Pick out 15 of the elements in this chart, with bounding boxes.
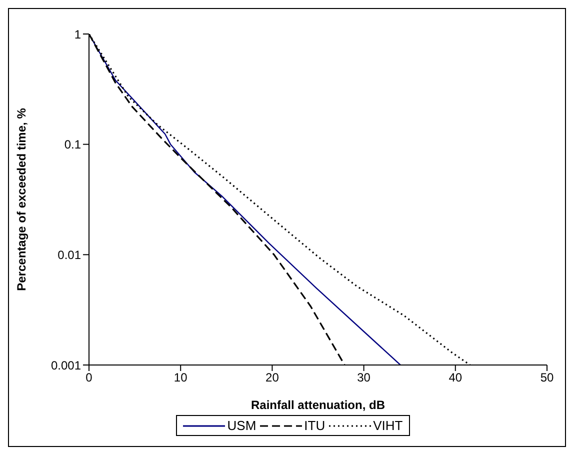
x-tick-label: 20 <box>266 370 280 385</box>
y-tick-label: 0.001 <box>50 358 82 372</box>
legend-label: ITU <box>304 418 326 433</box>
legend-label: VIHT <box>373 418 403 433</box>
y-axis-title: Percentage of exceeded time, % <box>14 108 28 291</box>
y-tick-label: 1 <box>74 27 82 42</box>
y-tick-label: 0.01 <box>58 248 82 262</box>
x-tick-label: 30 <box>357 370 371 385</box>
x-axis-title: Rainfall attenuation, dB <box>250 398 386 412</box>
x-tick-label: 0 <box>86 370 93 385</box>
legend-label: USM <box>227 418 256 433</box>
x-tick-label: 10 <box>174 370 188 385</box>
x-tick-label: 50 <box>540 370 554 385</box>
x-tick-label: 40 <box>448 370 462 385</box>
y-tick-label: 0.1 <box>64 138 82 152</box>
